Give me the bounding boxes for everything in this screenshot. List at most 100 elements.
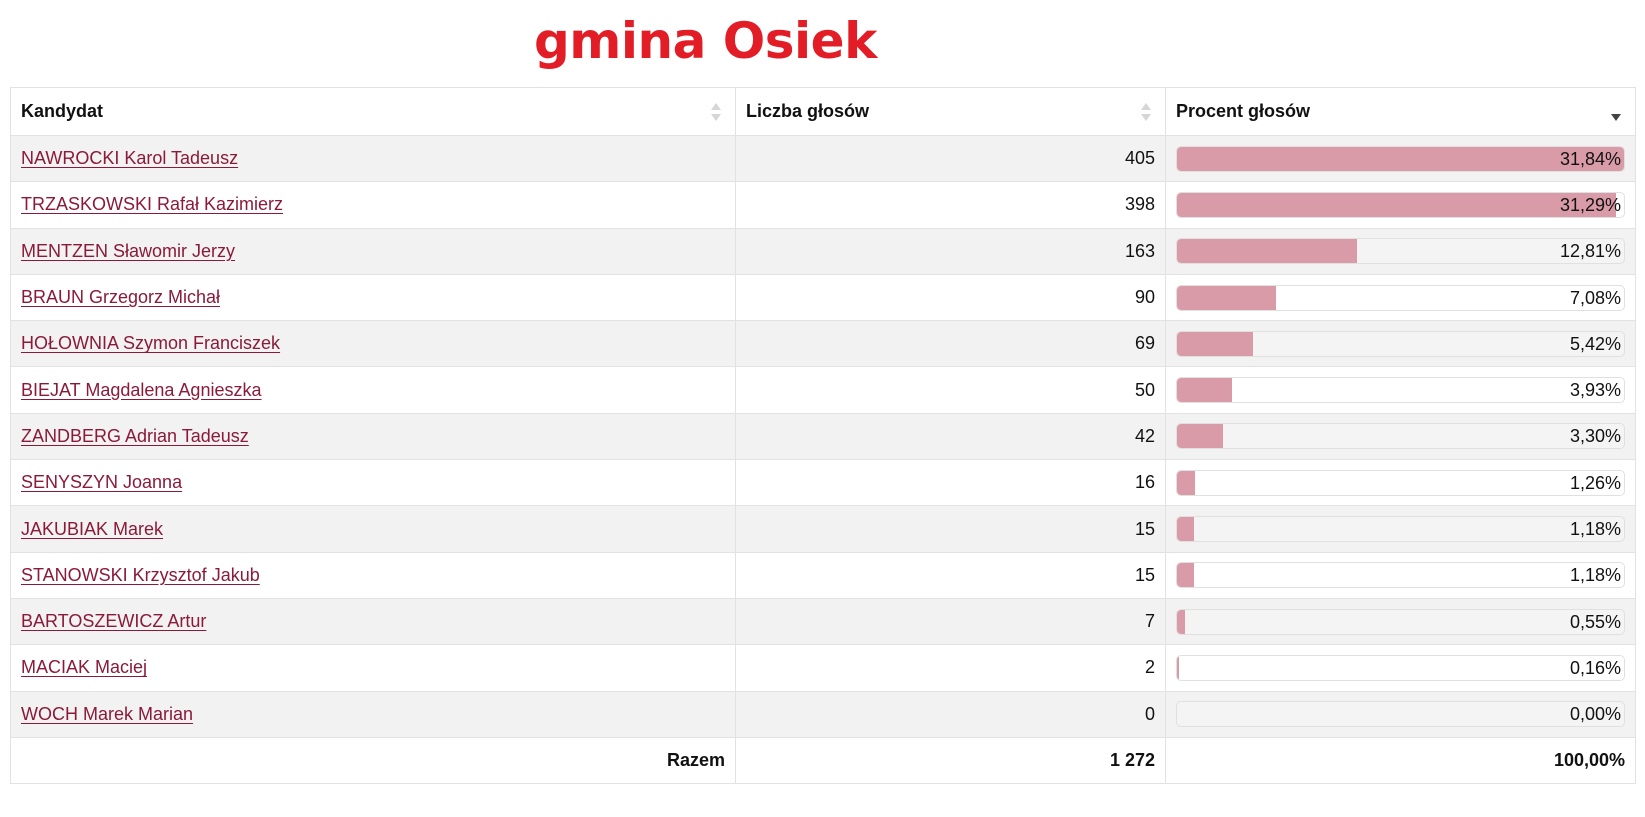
percent-label: 31,29% (1559, 194, 1621, 215)
percent-cell: 3,93% (1165, 366, 1636, 414)
table-row: STANOWSKI Krzysztof Jakub 15 1,18% (10, 551, 1636, 599)
votes-cell: 69 (735, 320, 1166, 368)
percent-cell: 1,18% (1165, 551, 1636, 599)
column-header-candidate[interactable]: Kandydat (10, 87, 736, 136)
candidate-cell: ZANDBERG Adrian Tadeusz (10, 412, 736, 461)
percent-cell: 0,00% (1165, 690, 1636, 738)
candidate-link[interactable]: JAKUBIAK Marek (21, 518, 164, 539)
candidate-cell: BARTOSZEWICZ Artur (10, 597, 736, 646)
column-header-percent[interactable]: Procent głosów (1165, 87, 1636, 136)
candidate-link[interactable]: NAWROCKI Karol Tadeusz (21, 148, 239, 169)
percent-label: 3,30% (1569, 426, 1621, 447)
percent-label: 1,18% (1569, 565, 1621, 586)
candidate-cell: TRZASKOWSKI Rafał Kazimierz (10, 181, 736, 229)
percent-bar-fill (1177, 424, 1224, 449)
votes-cell: 405 (735, 134, 1166, 183)
sort-desc-icon[interactable] (1611, 102, 1621, 122)
table-row: BARTOSZEWICZ Artur 7 0,55% (10, 597, 1636, 646)
percent-bar: 3,93% (1176, 377, 1625, 404)
percent-bar-fill (1177, 285, 1277, 310)
candidate-link[interactable]: STANOWSKI Krzysztof Jakub (21, 564, 260, 585)
candidate-cell: JAKUBIAK Marek (10, 505, 736, 553)
table-row: ZANDBERG Adrian Tadeusz 42 3,30% (10, 412, 1636, 461)
table-row: WOCH Marek Marian 0 0,00% (10, 690, 1636, 738)
table-row: JAKUBIAK Marek 15 1,18% (10, 505, 1636, 553)
percent-bar-fill (1177, 470, 1195, 495)
votes-cell: 42 (735, 412, 1166, 461)
percent-bar-fill (1177, 563, 1194, 588)
candidate-link[interactable]: WOCH Marek Marian (21, 703, 194, 724)
percent-bar: 31,29% (1176, 191, 1625, 218)
percent-label: 7,08% (1569, 287, 1621, 308)
total-row: Razem 1 272 100,00% (10, 736, 1636, 785)
results-table: Kandydat Liczba głosów Procent głosów NA… (10, 87, 1636, 785)
percent-bar: 31,84% (1176, 145, 1625, 172)
percent-cell: 0,16% (1165, 644, 1636, 692)
percent-bar-fill (1177, 609, 1185, 634)
percent-bar: 5,42% (1176, 330, 1625, 357)
table-row: NAWROCKI Karol Tadeusz 405 31,84% (10, 134, 1636, 183)
percent-bar-fill (1177, 378, 1233, 403)
total-percent: 100,00% (1165, 736, 1636, 785)
percent-label: 3,93% (1569, 380, 1621, 401)
percent-label: 0,55% (1569, 611, 1621, 632)
table-row: MENTZEN Sławomir Jerzy 163 12,81% (10, 227, 1636, 275)
percent-cell: 1,18% (1165, 505, 1636, 553)
percent-label: 1,18% (1569, 519, 1621, 540)
column-header-percent-label: Procent głosów (1176, 101, 1311, 121)
sort-icon[interactable] (1141, 102, 1151, 122)
percent-bar: 1,18% (1176, 562, 1625, 589)
percent-bar-fill (1177, 331, 1254, 356)
candidate-link[interactable]: ZANDBERG Adrian Tadeusz (21, 425, 249, 446)
percent-bar: 7,08% (1176, 284, 1625, 311)
column-header-votes-label: Liczba głosów (746, 101, 870, 121)
percent-bar-fill (1177, 655, 1180, 680)
votes-cell: 15 (735, 505, 1166, 553)
votes-cell: 15 (735, 551, 1166, 599)
total-votes: 1 272 (735, 736, 1166, 785)
votes-cell: 163 (735, 227, 1166, 275)
percent-cell: 3,30% (1165, 412, 1636, 461)
percent-bar-fill (1177, 517, 1194, 542)
table-row: MACIAK Maciej 2 0,16% (10, 644, 1636, 692)
table-header-row: Kandydat Liczba głosów Procent głosów (10, 87, 1636, 136)
percent-bar: 0,16% (1176, 654, 1625, 681)
percent-cell: 12,81% (1165, 227, 1636, 275)
candidate-link[interactable]: SENYSZYN Joanna (21, 472, 183, 493)
percent-label: 1,26% (1569, 472, 1621, 493)
candidate-link[interactable]: MENTZEN Sławomir Jerzy (21, 240, 236, 261)
percent-label: 31,84% (1559, 148, 1621, 169)
percent-bar: 1,26% (1176, 469, 1625, 496)
candidate-cell: BIEJAT Magdalena Agnieszka (10, 366, 736, 414)
percent-bar-fill (1177, 239, 1357, 264)
sort-icon[interactable] (711, 102, 721, 122)
votes-cell: 16 (735, 459, 1166, 507)
candidate-link[interactable]: BRAUN Grzegorz Michał (21, 287, 221, 308)
percent-cell: 5,42% (1165, 320, 1636, 368)
percent-label: 0,00% (1569, 704, 1621, 725)
candidate-cell: WOCH Marek Marian (10, 690, 736, 738)
percent-bar: 3,30% (1176, 423, 1625, 450)
table-row: SENYSZYN Joanna 16 1,26% (10, 459, 1636, 507)
candidate-cell: STANOWSKI Krzysztof Jakub (10, 551, 736, 599)
percent-bar: 12,81% (1176, 238, 1625, 265)
percent-cell: 1,26% (1165, 459, 1636, 507)
column-header-candidate-label: Kandydat (21, 101, 104, 121)
percent-bar-fill (1177, 192, 1617, 217)
table-row: BIEJAT Magdalena Agnieszka 50 3,93% (10, 366, 1636, 414)
percent-cell: 31,84% (1165, 134, 1636, 183)
candidate-link[interactable]: HOŁOWNIA Szymon Franciszek (21, 333, 281, 354)
candidate-cell: BRAUN Grzegorz Michał (10, 273, 736, 322)
candidate-cell: HOŁOWNIA Szymon Franciszek (10, 320, 736, 368)
page-title: gmina Osiek (534, 12, 877, 70)
candidate-cell: MACIAK Maciej (10, 644, 736, 692)
percent-label: 12,81% (1559, 241, 1621, 262)
percent-bar: 0,55% (1176, 608, 1625, 635)
candidate-link[interactable]: TRZASKOWSKI Rafał Kazimierz (21, 194, 284, 215)
candidate-link[interactable]: MACIAK Maciej (21, 657, 148, 678)
table-row: BRAUN Grzegorz Michał 90 7,08% (10, 273, 1636, 322)
percent-cell: 31,29% (1165, 181, 1636, 229)
candidate-link[interactable]: BIEJAT Magdalena Agnieszka (21, 379, 262, 400)
column-header-votes[interactable]: Liczba głosów (735, 87, 1166, 136)
candidate-link[interactable]: BARTOSZEWICZ Artur (21, 611, 207, 632)
